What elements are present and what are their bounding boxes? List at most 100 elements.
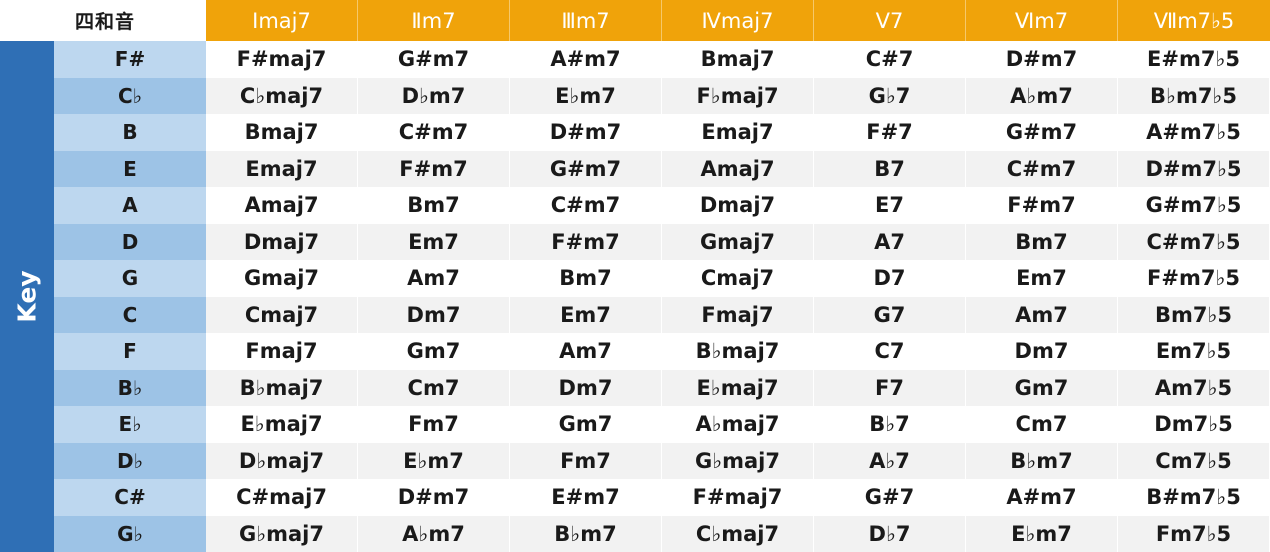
chord-cell: Gm7: [510, 406, 662, 443]
chord-cell: F#maj7: [662, 479, 814, 516]
key-cell: F: [54, 333, 206, 370]
chord-cell: G#m7: [966, 114, 1118, 151]
key-cell: A: [54, 187, 206, 224]
key-cell: E♭: [54, 406, 206, 443]
corner-label: 四和音: [0, 0, 206, 41]
key-cell: G: [54, 260, 206, 297]
chord-cell: B♭maj7: [662, 333, 814, 370]
chord-cell: C7: [814, 333, 966, 370]
key-cell: C#: [54, 479, 206, 516]
chord-cell: G♭maj7: [662, 442, 814, 479]
key-cell: B♭: [54, 369, 206, 406]
chord-cell: B♭m7: [510, 515, 662, 552]
chord-cell: Dm7♭5: [1118, 406, 1270, 443]
chord-cell: E#m7: [510, 479, 662, 516]
chord-cell: F#m7: [966, 187, 1118, 224]
chord-cell: F#m7: [510, 223, 662, 260]
key-cell: F#: [54, 41, 206, 78]
chord-cell: F#7: [814, 114, 966, 151]
chord-cell: D♭m7: [358, 77, 510, 114]
chord-cell: Bm7: [358, 187, 510, 224]
key-cell: D♭: [54, 442, 206, 479]
chord-cell: Emaj7: [206, 150, 358, 187]
chord-cell: G#m7: [358, 41, 510, 78]
chord-cell: E♭m7: [358, 442, 510, 479]
chord-cell: D#m7: [510, 114, 662, 151]
chord-cell: Fmaj7: [662, 296, 814, 333]
chord-cell: D#m7: [966, 41, 1118, 78]
chord-cell: F♭maj7: [662, 77, 814, 114]
chord-cell: B♭7: [814, 406, 966, 443]
chord-cell: Am7: [966, 296, 1118, 333]
chord-cell: C#m7: [510, 187, 662, 224]
chord-cell: Em7: [358, 223, 510, 260]
column-header: Ⅲm7: [510, 0, 662, 41]
chord-cell: Fm7♭5: [1118, 515, 1270, 552]
key-cell: C: [54, 296, 206, 333]
chord-cell: A7: [814, 223, 966, 260]
chord-cell: Am7: [358, 260, 510, 297]
key-band: [0, 41, 54, 552]
chord-cell: Bmaj7: [662, 41, 814, 78]
chord-cell: F#m7: [358, 150, 510, 187]
key-cell: E: [54, 150, 206, 187]
key-cell: C♭: [54, 77, 206, 114]
chord-cell: Fm7: [510, 442, 662, 479]
chord-cell: Am7♭5: [1118, 369, 1270, 406]
column-header: Ⅴ7: [814, 0, 966, 41]
chord-cell: Amaj7: [662, 150, 814, 187]
chord-cell: Bm7♭5: [1118, 296, 1270, 333]
chord-cell: Em7: [966, 260, 1118, 297]
chord-cell: Fm7: [358, 406, 510, 443]
chord-cell: A#m7♭5: [1118, 114, 1270, 151]
key-side-label-container: Key: [0, 41, 54, 552]
chord-cell: Cm7: [358, 369, 510, 406]
chord-cell: F#m7♭5: [1118, 260, 1270, 297]
chord-cell: Gmaj7: [662, 223, 814, 260]
chord-cell: Dmaj7: [206, 223, 358, 260]
chord-cell: B♭m7: [966, 442, 1118, 479]
column-header: Ⅵm7: [966, 0, 1118, 41]
key-cell: G♭: [54, 515, 206, 552]
chord-cell: A♭7: [814, 442, 966, 479]
chord-cell: D#m7♭5: [1118, 150, 1270, 187]
chord-cell: Em7: [510, 296, 662, 333]
column-header: Ⅱm7: [358, 0, 510, 41]
chord-cell: G#m7♭5: [1118, 187, 1270, 224]
chord-cell: E♭m7: [966, 515, 1118, 552]
column-header: Ⅳmaj7: [662, 0, 814, 41]
chord-cell: C#maj7: [206, 479, 358, 516]
chord-cell: F#maj7: [206, 41, 358, 78]
chord-cell: C#7: [814, 41, 966, 78]
chord-cell: Am7: [510, 333, 662, 370]
chord-cell: Dm7: [966, 333, 1118, 370]
key-side-label: Key: [12, 270, 42, 323]
chord-cell: A#m7: [510, 41, 662, 78]
chord-cell: F7: [814, 369, 966, 406]
chord-cell: D♭maj7: [206, 442, 358, 479]
chord-cell: Fmaj7: [206, 333, 358, 370]
chord-cell: Cmaj7: [206, 296, 358, 333]
chord-cell: Cm7: [966, 406, 1118, 443]
chord-cell: Amaj7: [206, 187, 358, 224]
chord-cell: G♭7: [814, 77, 966, 114]
chord-cell: Gmaj7: [206, 260, 358, 297]
chord-cell: C#m7: [358, 114, 510, 151]
chord-cell: Dm7: [358, 296, 510, 333]
chord-cell: C♭maj7: [662, 515, 814, 552]
chord-cell: A♭m7: [966, 77, 1118, 114]
chord-cell: Dm7: [510, 369, 662, 406]
chord-cell: Emaj7: [662, 114, 814, 151]
chord-cell: E7: [814, 187, 966, 224]
chord-cell: D#m7: [358, 479, 510, 516]
chord-cell: C♭maj7: [206, 77, 358, 114]
chord-cell: E♭maj7: [662, 369, 814, 406]
column-header: Imaj7: [206, 0, 358, 41]
chord-cell: A♭m7: [358, 515, 510, 552]
chord-cell: Cmaj7: [662, 260, 814, 297]
chord-cell: G#7: [814, 479, 966, 516]
column-header: Ⅶm7♭5: [1118, 0, 1270, 41]
chord-cell: Gm7: [358, 333, 510, 370]
chord-cell: B♭maj7: [206, 369, 358, 406]
